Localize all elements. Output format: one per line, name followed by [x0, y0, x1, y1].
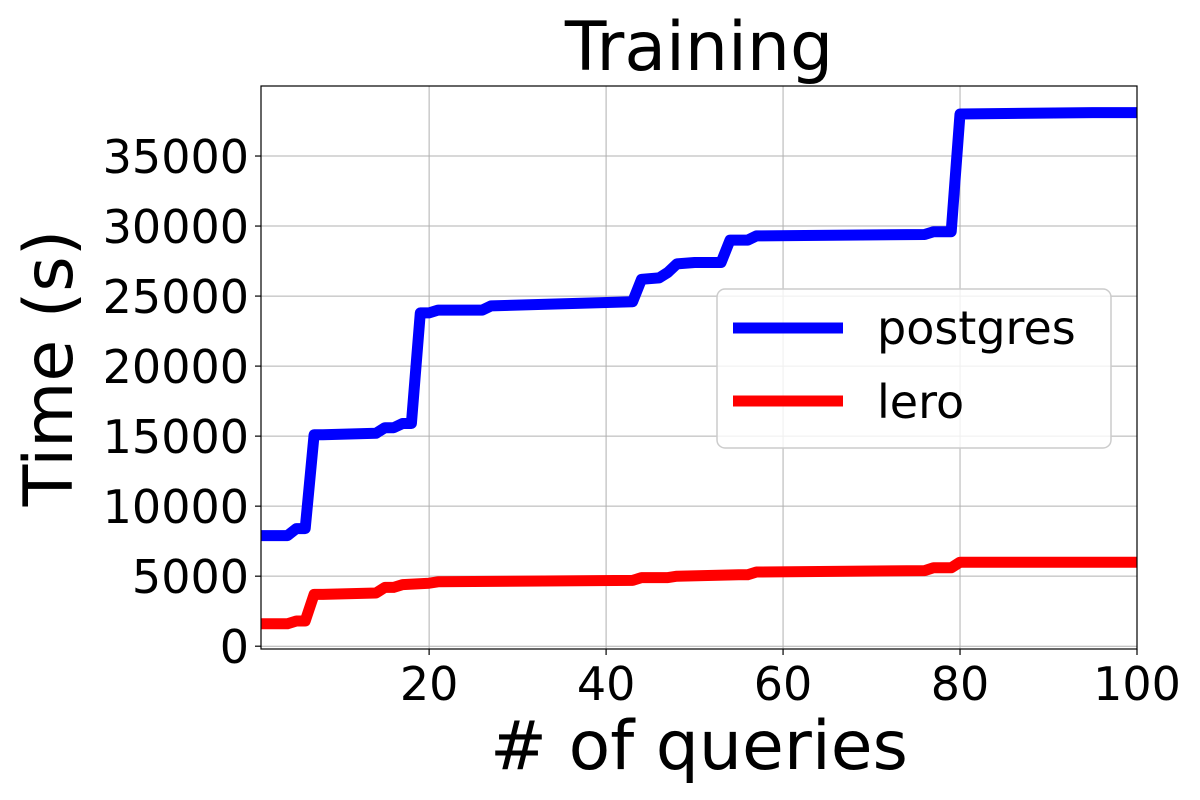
x-axis-label: # of queries — [490, 707, 908, 786]
legend-label-postgres: postgres — [877, 301, 1076, 355]
legend-label-lero: lero — [877, 375, 964, 429]
y-tick-label: 15000 — [103, 410, 249, 464]
y-tick-label: 10000 — [103, 480, 249, 534]
x-tick-label: 80 — [931, 657, 990, 711]
y-axis-ticks: 0 5000 10000 15000 20000 25000 30000 35000 — [103, 130, 261, 674]
series-lines — [261, 107, 1137, 630]
x-tick-label: 60 — [754, 657, 813, 711]
y-tick-label: 35000 — [103, 130, 249, 184]
x-tick-label: 40 — [577, 657, 636, 711]
x-axis-ticks: 20 40 60 80 100 — [400, 649, 1181, 711]
legend: postgres lero — [716, 288, 1112, 449]
x-tick-label: 20 — [400, 657, 459, 711]
plot-frame — [260, 85, 1138, 650]
chart-title: Training — [564, 8, 833, 87]
x-tick-label: 100 — [1093, 657, 1181, 711]
y-tick-label: 20000 — [103, 340, 249, 394]
y-tick-label: 25000 — [103, 270, 249, 324]
y-tick-label: 30000 — [103, 200, 249, 254]
y-axis-label: Time (s) — [10, 230, 89, 508]
series-line-postgres — [261, 107, 1137, 542]
series-line-lero — [261, 556, 1137, 630]
y-tick-label: 5000 — [132, 550, 249, 604]
y-tick-label: 0 — [220, 620, 249, 674]
